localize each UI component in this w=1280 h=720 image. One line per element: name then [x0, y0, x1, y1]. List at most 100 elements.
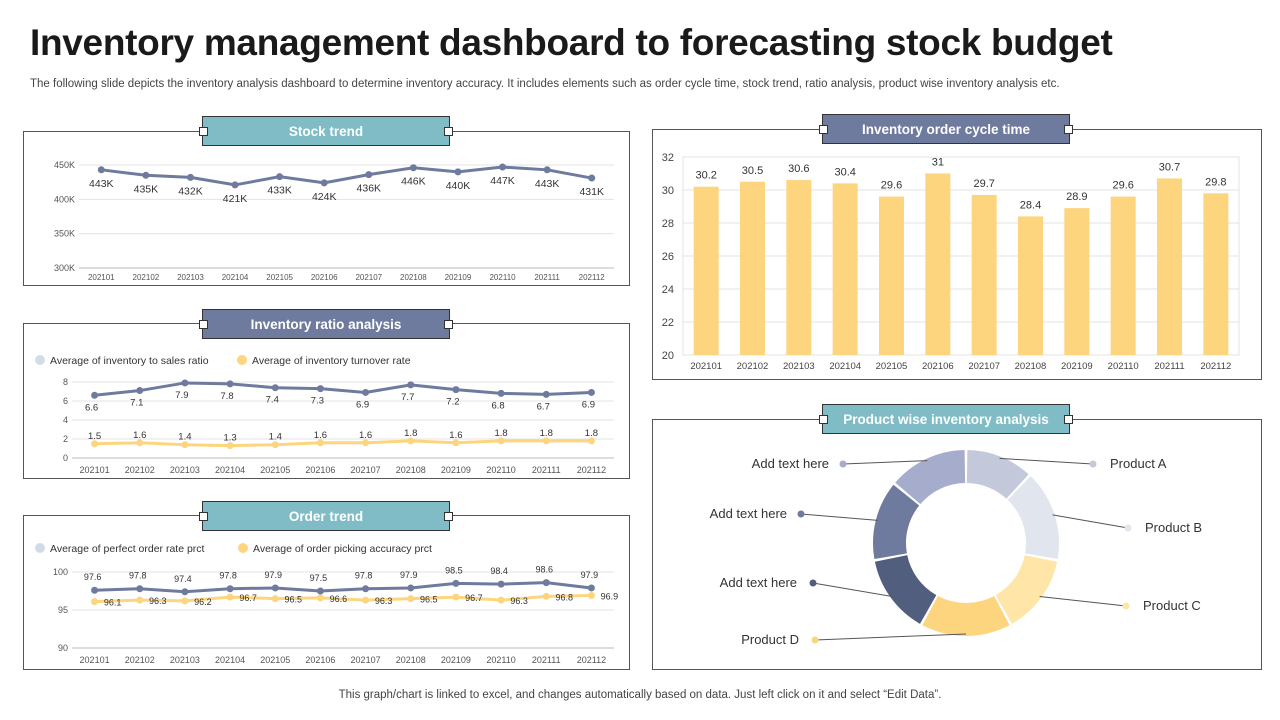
resize-handle-left [819, 125, 828, 134]
data-point [271, 595, 279, 603]
series-line [94, 381, 592, 397]
data-point [226, 380, 234, 388]
slice-label: Product B [1145, 520, 1202, 535]
bar [1110, 196, 1136, 355]
data-point [97, 166, 105, 174]
y-tick-label: 95 [58, 605, 68, 615]
stock-trend-title: Stock trend [288, 124, 364, 139]
data-point [497, 596, 505, 604]
resize-handle-right [1064, 125, 1073, 134]
data-label: 421K [223, 193, 248, 205]
data-label: 29.8 [1205, 176, 1226, 188]
data-point [91, 598, 99, 606]
data-label: 1.5 [88, 431, 101, 442]
data-point [587, 584, 595, 592]
x-tick-label: 202112 [579, 273, 606, 282]
data-label: 443K [535, 178, 560, 190]
data-label: 435K [134, 183, 159, 195]
y-tick-label: 20 [662, 350, 674, 362]
page-subtitle: The following slide depicts the inventor… [30, 78, 1060, 90]
callout-marker [809, 579, 817, 587]
data-point [362, 596, 370, 604]
slice-label: Product A [1110, 456, 1167, 471]
data-label: 96.7 [239, 593, 257, 603]
data-label: 30.6 [788, 163, 809, 175]
bar [878, 196, 905, 355]
stock-trend-panel: 450K 400K 350K 300K 202101 202102 202103 202104… [23, 131, 630, 286]
donut-slice [873, 484, 920, 560]
data-label: 6.9 [582, 399, 595, 410]
data-point [452, 386, 460, 394]
data-point [587, 592, 595, 600]
x-tick-label: 202102 [737, 361, 769, 372]
data-label: 1.8 [540, 428, 553, 439]
data-label: 96.3 [510, 596, 528, 606]
data-label: 97.6 [84, 572, 102, 582]
x-tick-label: 202109 [441, 465, 471, 475]
data-label: 96.8 [555, 592, 573, 602]
data-label: 7.4 [266, 395, 279, 406]
data-label: 97.5 [310, 573, 328, 583]
data-label: 1.6 [133, 430, 146, 441]
x-tick-label: 202106 [311, 273, 338, 282]
x-tick-label: 202101 [88, 273, 115, 282]
data-point [316, 385, 324, 393]
data-label: 424K [312, 191, 337, 203]
cycle-chart: 32 30 28 26 24 22 20 30.2 202101 30.5 202102 30.6 20… [662, 152, 1240, 372]
callout-marker [1124, 524, 1132, 532]
x-tick-label: 202101 [80, 465, 110, 475]
data-point [542, 437, 550, 445]
data-label: 7.7 [401, 392, 414, 403]
callout-marker [1089, 460, 1097, 468]
x-tick-label: 202111 [1154, 361, 1184, 372]
data-point [362, 439, 370, 447]
x-tick-label: 202104 [215, 465, 245, 475]
bar [1156, 178, 1183, 355]
callout-line [999, 457, 1094, 465]
data-label: 1.8 [494, 428, 507, 439]
y-tick-label: 32 [662, 152, 674, 164]
callout-marker [797, 510, 805, 518]
y-tick-label: 300K [54, 263, 75, 273]
data-label: 443K [89, 178, 114, 190]
bar [832, 183, 858, 355]
x-tick-label: 202105 [876, 361, 908, 372]
data-label: 1.3 [223, 433, 236, 444]
x-tick-label: 202110 [486, 465, 515, 475]
donut-slice [966, 450, 1029, 499]
data-point [136, 439, 144, 447]
legend-marker [35, 543, 45, 553]
data-label: 1.6 [359, 430, 372, 441]
resize-handle-right [444, 512, 453, 521]
legend-label: Average of order picking accuracy prct [253, 543, 432, 555]
x-tick-label: 202109 [1061, 361, 1093, 372]
data-label: 31 [932, 157, 944, 169]
data-label: 30.2 [695, 170, 716, 182]
y-tick-label: 28 [662, 218, 674, 230]
product-title: Product wise inventory analysis [843, 412, 1049, 427]
product-donut-chart: Product A Product B Product C Product D Add … [710, 450, 1202, 647]
series-line [94, 594, 592, 604]
bar [1017, 216, 1044, 355]
data-label: 432K [178, 185, 203, 197]
data-point [452, 593, 460, 601]
y-tick-label: 90 [58, 643, 68, 653]
data-point [409, 164, 417, 172]
data-label: 96.3 [375, 596, 393, 606]
donut-slice [922, 596, 1010, 636]
x-tick-label: 202105 [260, 655, 290, 665]
data-point [452, 439, 460, 447]
x-tick-label: 202106 [305, 655, 335, 665]
bar [925, 173, 951, 355]
data-point [407, 595, 415, 603]
bar [1064, 208, 1090, 355]
data-point [231, 181, 239, 189]
donut-slice [1007, 476, 1059, 560]
data-label: 28.4 [1020, 199, 1041, 211]
ratio-title: Inventory ratio analysis [250, 317, 402, 332]
data-label: 97.4 [174, 574, 192, 584]
legend-label: Average of perfect order rate prct [50, 543, 205, 555]
order-trend-chart: 100 95 90 202101 202102 202103 202104 202105 202… [35, 543, 618, 665]
data-label: 30.4 [834, 166, 855, 178]
y-tick-label: 8 [63, 377, 68, 387]
